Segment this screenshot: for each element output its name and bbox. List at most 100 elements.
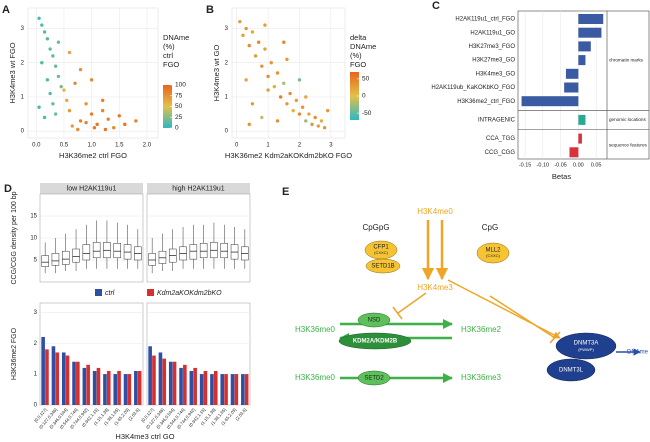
point bbox=[134, 119, 138, 123]
group-label: sequence features bbox=[609, 143, 648, 148]
bar bbox=[179, 367, 183, 405]
colorbar-label: -50 bbox=[362, 110, 372, 117]
inhibition bbox=[489, 295, 556, 339]
bar bbox=[55, 352, 60, 405]
point bbox=[70, 124, 74, 128]
bar bbox=[565, 68, 579, 79]
bar bbox=[41, 337, 45, 405]
bar bbox=[123, 374, 128, 405]
point bbox=[244, 26, 248, 31]
y-tick-label: 0 bbox=[225, 129, 229, 135]
node: H3K36me2 bbox=[461, 325, 502, 334]
bar bbox=[578, 27, 602, 38]
point bbox=[65, 98, 69, 103]
point bbox=[288, 91, 292, 96]
point bbox=[241, 33, 245, 38]
point bbox=[319, 119, 324, 123]
node: (CXXC) bbox=[486, 253, 500, 258]
y-tick-label: 10 bbox=[30, 236, 37, 242]
colorbar-label: 100 bbox=[175, 82, 186, 89]
category-label: CCG_CGG bbox=[485, 150, 516, 156]
box bbox=[51, 253, 60, 266]
node: (CXXC) bbox=[374, 250, 388, 255]
node: KDM2A/KDM2B bbox=[353, 339, 398, 345]
legend-title: (%) bbox=[163, 42, 175, 51]
point bbox=[59, 84, 63, 89]
bar bbox=[65, 355, 70, 405]
point bbox=[76, 127, 80, 132]
diagram: E H3K4me0 CpGpG CpG CFP1 (CXXC) SETD1B M… bbox=[282, 186, 649, 386]
y-tick-label: 5 bbox=[34, 258, 38, 264]
legend-title: delta bbox=[350, 33, 367, 42]
point bbox=[297, 112, 302, 116]
box bbox=[82, 244, 91, 261]
legend-title: FGO bbox=[163, 60, 179, 69]
inhibition-bar bbox=[392, 306, 403, 320]
bar bbox=[234, 374, 239, 405]
node: CpG bbox=[482, 223, 498, 232]
panel-label: D bbox=[4, 183, 12, 195]
category-label: H2AK119u1_GO bbox=[470, 30, 515, 36]
point bbox=[56, 74, 61, 79]
box bbox=[220, 243, 228, 259]
point bbox=[51, 54, 55, 58]
category-label: H3K36me2_ctrl_FGO bbox=[457, 99, 515, 105]
box bbox=[72, 248, 80, 263]
x-tick-label: 0 bbox=[235, 143, 239, 149]
bar bbox=[241, 374, 245, 405]
point bbox=[263, 47, 267, 51]
protein bbox=[357, 370, 391, 386]
bar bbox=[96, 367, 101, 405]
point bbox=[256, 40, 261, 44]
bar bbox=[521, 96, 579, 107]
category-label: CCA_TGG bbox=[486, 136, 515, 142]
legend-title: (%) bbox=[350, 51, 362, 60]
bar bbox=[61, 352, 66, 405]
y-tick-label: 0 bbox=[21, 129, 25, 135]
bar bbox=[578, 55, 586, 66]
bar bbox=[162, 358, 167, 405]
bar bbox=[134, 371, 138, 405]
box bbox=[148, 253, 156, 266]
point bbox=[326, 108, 330, 113]
point bbox=[285, 102, 289, 106]
bar bbox=[220, 374, 225, 405]
bar bbox=[51, 346, 56, 405]
category-label: H2AK119u1_ctrl_FGO bbox=[455, 17, 515, 23]
point bbox=[40, 23, 44, 27]
point bbox=[260, 115, 264, 120]
facet-title: high H2AK119u1 bbox=[172, 185, 225, 192]
bar bbox=[158, 352, 163, 405]
bar bbox=[72, 361, 76, 405]
point bbox=[310, 122, 314, 127]
x-tick-label: 0.00 bbox=[573, 162, 584, 168]
box bbox=[199, 243, 208, 259]
legend-swatch bbox=[147, 289, 154, 296]
bar bbox=[183, 364, 187, 405]
bar bbox=[168, 361, 173, 405]
bar bbox=[578, 114, 586, 125]
x-tick-label: 1.0 bbox=[87, 143, 96, 149]
point bbox=[53, 112, 58, 116]
point bbox=[40, 61, 44, 65]
colorbar bbox=[350, 72, 359, 120]
group-label: chromatin marks bbox=[609, 57, 644, 62]
point bbox=[247, 43, 251, 48]
bar bbox=[564, 82, 579, 93]
y-tick-label: 2 bbox=[225, 60, 229, 66]
point bbox=[45, 37, 50, 41]
bar bbox=[82, 367, 87, 405]
point bbox=[322, 126, 327, 130]
point bbox=[67, 108, 72, 113]
y-tick-label: 3 bbox=[225, 26, 229, 32]
point bbox=[307, 112, 311, 116]
point bbox=[37, 105, 41, 109]
plot-area bbox=[27, 7, 159, 139]
category-label: INTRAGENIC bbox=[478, 117, 516, 123]
point bbox=[304, 119, 308, 123]
point bbox=[117, 114, 121, 118]
point bbox=[250, 30, 255, 34]
point bbox=[260, 64, 264, 68]
point bbox=[278, 95, 283, 99]
